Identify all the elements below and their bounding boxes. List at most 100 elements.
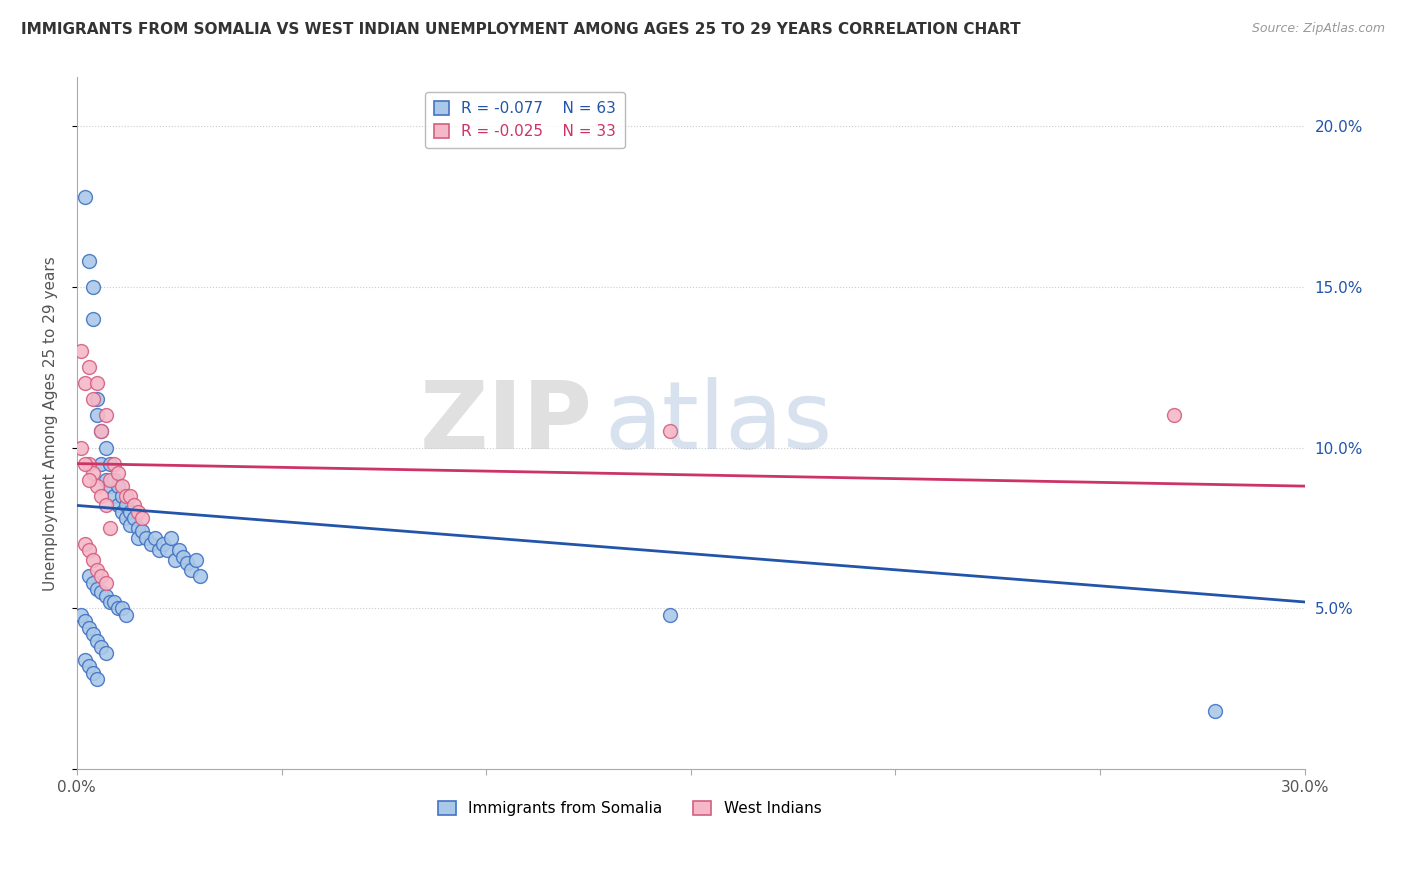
- Point: [115, 607, 138, 622]
- Point: [94, 589, 117, 603]
- Point: [90, 585, 112, 599]
- Point: [152, 537, 174, 551]
- Point: [73, 189, 96, 203]
- Point: [98, 595, 121, 609]
- Point: [165, 553, 187, 567]
- Point: [82, 665, 104, 680]
- Point: [176, 557, 198, 571]
- Point: [115, 499, 138, 513]
- Point: [77, 543, 100, 558]
- Point: [107, 479, 129, 493]
- Point: [103, 595, 125, 609]
- Text: atlas: atlas: [605, 377, 834, 469]
- Point: [98, 457, 121, 471]
- Point: [127, 505, 149, 519]
- Point: [139, 537, 162, 551]
- Point: [103, 457, 125, 471]
- Point: [111, 505, 134, 519]
- Point: [94, 575, 117, 590]
- Point: [156, 543, 179, 558]
- Point: [82, 627, 104, 641]
- Point: [82, 467, 104, 481]
- Point: [115, 489, 138, 503]
- Text: ZIP: ZIP: [420, 377, 592, 469]
- Point: [188, 569, 211, 583]
- Point: [86, 479, 108, 493]
- Point: [90, 569, 112, 583]
- Point: [184, 553, 207, 567]
- Point: [111, 601, 134, 615]
- Point: [115, 511, 138, 525]
- Point: [180, 563, 202, 577]
- Point: [86, 392, 108, 407]
- Point: [148, 543, 170, 558]
- Point: [77, 359, 100, 374]
- Point: [131, 511, 153, 525]
- Point: [86, 582, 108, 596]
- Point: [86, 376, 108, 391]
- Point: [86, 672, 108, 686]
- Point: [1204, 705, 1226, 719]
- Point: [90, 425, 112, 439]
- Point: [77, 621, 100, 635]
- Point: [70, 607, 93, 622]
- Point: [82, 279, 104, 293]
- Point: [70, 343, 93, 358]
- Point: [120, 489, 142, 503]
- Point: [107, 499, 129, 513]
- Point: [73, 653, 96, 667]
- Point: [77, 457, 100, 471]
- Point: [77, 659, 100, 673]
- Point: [94, 409, 117, 423]
- Point: [94, 441, 117, 455]
- Point: [86, 633, 108, 648]
- Point: [82, 575, 104, 590]
- Point: [111, 489, 134, 503]
- Point: [659, 607, 682, 622]
- Point: [143, 531, 166, 545]
- Point: [103, 473, 125, 487]
- Point: [160, 531, 183, 545]
- Legend: Immigrants from Somalia, West Indians: Immigrants from Somalia, West Indians: [430, 794, 830, 824]
- Point: [107, 601, 129, 615]
- Point: [90, 457, 112, 471]
- Text: Source: ZipAtlas.com: Source: ZipAtlas.com: [1251, 22, 1385, 36]
- Point: [98, 473, 121, 487]
- Point: [98, 521, 121, 535]
- Point: [111, 479, 134, 493]
- Point: [122, 499, 145, 513]
- Point: [135, 531, 157, 545]
- Point: [90, 425, 112, 439]
- Point: [167, 543, 190, 558]
- Point: [98, 479, 121, 493]
- Point: [103, 489, 125, 503]
- Point: [120, 505, 142, 519]
- Point: [94, 499, 117, 513]
- Point: [77, 253, 100, 268]
- Point: [82, 392, 104, 407]
- Point: [107, 467, 129, 481]
- Point: [73, 537, 96, 551]
- Point: [1163, 409, 1185, 423]
- Point: [127, 521, 149, 535]
- Point: [70, 441, 93, 455]
- Point: [172, 549, 194, 564]
- Point: [82, 553, 104, 567]
- Point: [73, 614, 96, 628]
- Y-axis label: Unemployment Among Ages 25 to 29 years: Unemployment Among Ages 25 to 29 years: [44, 256, 58, 591]
- Point: [659, 425, 682, 439]
- Text: IMMIGRANTS FROM SOMALIA VS WEST INDIAN UNEMPLOYMENT AMONG AGES 25 TO 29 YEARS CO: IMMIGRANTS FROM SOMALIA VS WEST INDIAN U…: [21, 22, 1021, 37]
- Point: [73, 457, 96, 471]
- Point: [77, 569, 100, 583]
- Point: [94, 647, 117, 661]
- Point: [82, 311, 104, 326]
- Point: [90, 640, 112, 654]
- Point: [122, 511, 145, 525]
- Point: [127, 531, 149, 545]
- Point: [94, 473, 117, 487]
- Point: [86, 409, 108, 423]
- Point: [86, 563, 108, 577]
- Point: [73, 376, 96, 391]
- Point: [131, 524, 153, 538]
- Point: [77, 473, 100, 487]
